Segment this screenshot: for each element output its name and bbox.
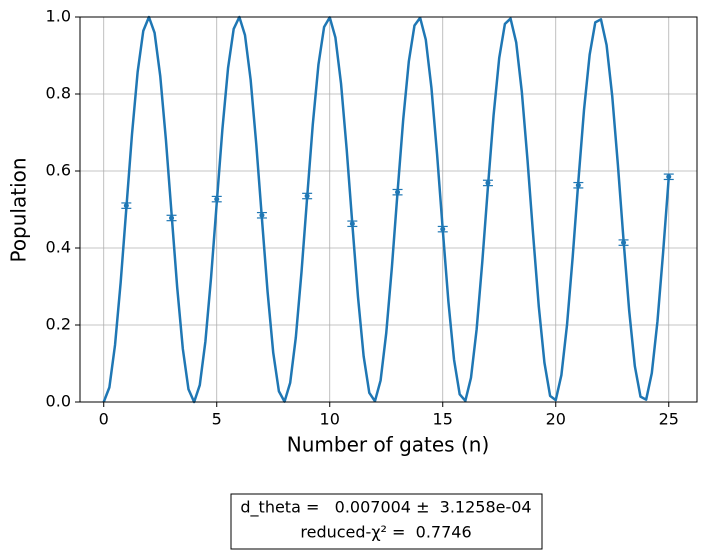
data-point	[575, 182, 581, 188]
y-axis-label: Population	[7, 157, 31, 262]
x-axis-label: Number of gates (n)	[287, 433, 490, 457]
data-point	[485, 180, 491, 186]
data-point	[169, 215, 175, 221]
data-point	[349, 221, 355, 227]
x-tick-label: 10	[320, 410, 340, 429]
x-tick-label: 20	[546, 410, 566, 429]
data-point	[395, 189, 401, 195]
data-point	[304, 193, 310, 199]
y-tick-label: 0.8	[46, 84, 71, 103]
y-tick-label: 1.0	[46, 7, 71, 26]
y-tick-label: 0.0	[46, 392, 71, 411]
data-point	[259, 212, 265, 218]
y-tick-label: 0.4	[46, 238, 71, 257]
annotation-box	[230, 493, 543, 550]
data-point	[123, 203, 129, 209]
x-tick-label: 25	[659, 410, 679, 429]
plot-frame	[79, 16, 698, 403]
x-tick-label: 15	[433, 410, 453, 429]
y-tick-label: 0.2	[46, 315, 71, 334]
annotation: reduced-χ² = 0.7746	[300, 523, 471, 542]
data-point	[666, 174, 672, 180]
data-point	[440, 226, 446, 232]
annotation: d_theta = 0.007004 ± 3.1258e-04	[240, 498, 531, 518]
x-tick-label: 5	[212, 410, 222, 429]
y-tick-label: 0.6	[46, 161, 71, 180]
fit-line	[102, 15, 670, 404]
x-tick-label: 0	[99, 410, 109, 429]
data-point	[621, 240, 627, 246]
data-point	[214, 196, 220, 202]
